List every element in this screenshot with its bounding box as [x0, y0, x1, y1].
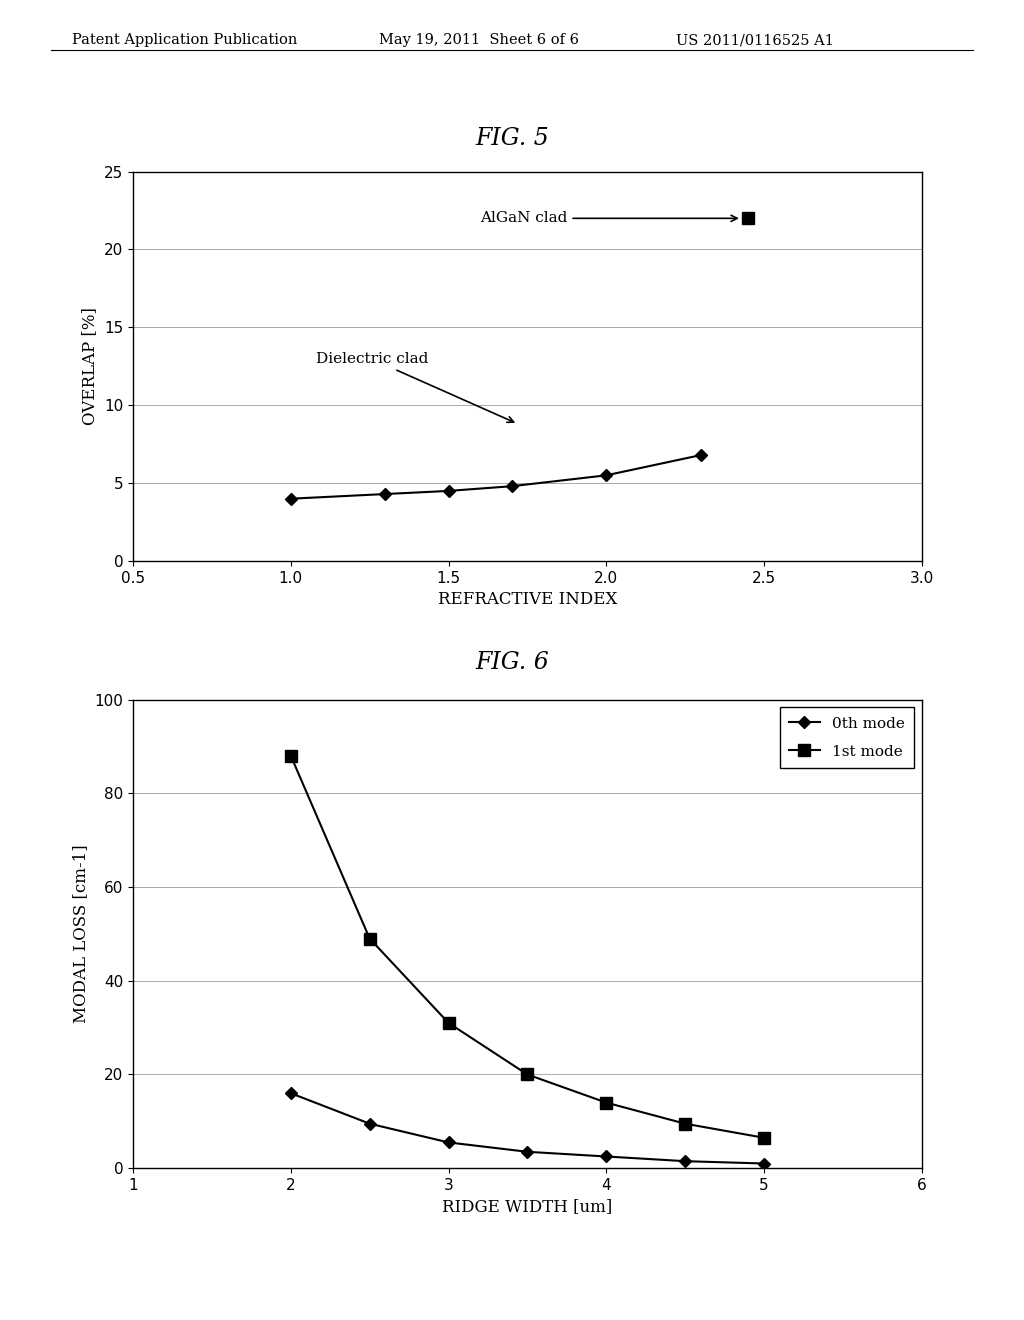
Line: 0th mode: 0th mode: [287, 1089, 768, 1168]
0th mode: [364, 1115, 376, 1131]
Text: Dielectric clad: Dielectric clad: [316, 352, 514, 422]
Line: 1st mode: 1st mode: [285, 750, 770, 1144]
0th mode: [600, 1148, 612, 1164]
X-axis label: RIDGE WIDTH [um]: RIDGE WIDTH [um]: [442, 1199, 612, 1216]
Text: US 2011/0116525 A1: US 2011/0116525 A1: [676, 33, 834, 48]
0th mode: [758, 1155, 770, 1171]
Legend: 0th mode, 1st mode: 0th mode, 1st mode: [780, 708, 914, 768]
X-axis label: REFRACTIVE INDEX: REFRACTIVE INDEX: [437, 591, 617, 609]
1st mode: [442, 1015, 455, 1031]
1st mode: [758, 1130, 770, 1146]
Text: AlGaN clad: AlGaN clad: [480, 211, 737, 226]
Text: FIG. 5: FIG. 5: [475, 127, 549, 150]
0th mode: [442, 1134, 455, 1150]
1st mode: [285, 748, 297, 764]
0th mode: [285, 1085, 297, 1101]
1st mode: [600, 1094, 612, 1110]
Text: Patent Application Publication: Patent Application Publication: [72, 33, 297, 48]
Text: FIG. 6: FIG. 6: [475, 651, 549, 675]
0th mode: [521, 1144, 534, 1160]
Y-axis label: OVERLAP [%]: OVERLAP [%]: [82, 308, 98, 425]
1st mode: [364, 931, 376, 946]
Y-axis label: MODAL LOSS [cm-1]: MODAL LOSS [cm-1]: [72, 845, 89, 1023]
Text: May 19, 2011  Sheet 6 of 6: May 19, 2011 Sheet 6 of 6: [379, 33, 579, 48]
0th mode: [679, 1154, 691, 1170]
1st mode: [521, 1067, 534, 1082]
1st mode: [679, 1115, 691, 1131]
